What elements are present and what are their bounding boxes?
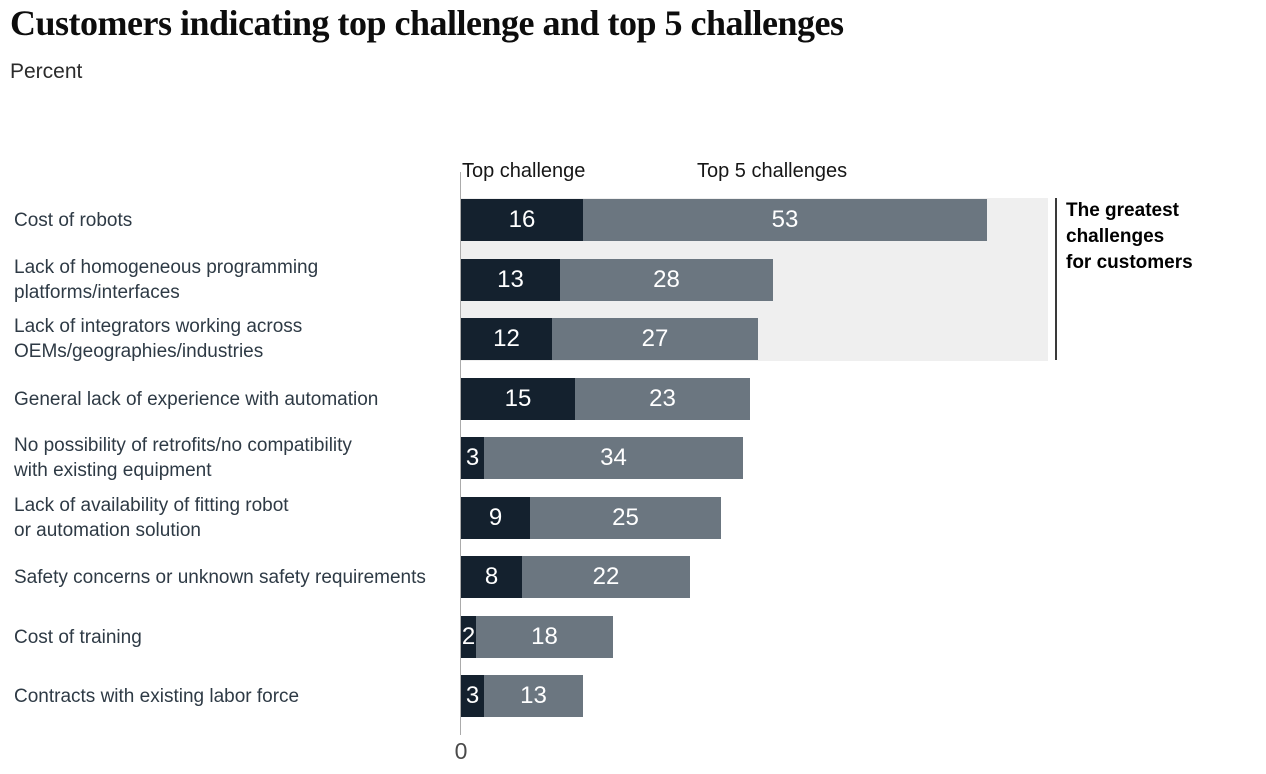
chart-units-label: Percent	[10, 60, 83, 83]
series-header-top-challenge: Top challenge	[462, 160, 586, 182]
annotation-rule	[1055, 198, 1057, 360]
bar-segment-top5-challenges: 22	[522, 556, 690, 598]
bar-segment-top-challenge: 2	[461, 616, 476, 658]
bar-segment-top5-challenges: 53	[583, 199, 987, 241]
bar-row: 2 18	[461, 616, 613, 658]
bar-segment-top5-challenges: 25	[530, 497, 721, 539]
bar-segment-top-challenge: 8	[461, 556, 522, 598]
bar-value-label: 18	[531, 623, 558, 650]
bar-value-label: 13	[497, 266, 524, 293]
chart-title: Customers indicating top challenge and t…	[10, 3, 844, 43]
bar-value-label: 25	[612, 504, 639, 531]
bar-row: 16 53	[461, 199, 987, 241]
bar-row: 12 27	[461, 318, 758, 360]
bar-value-label: 28	[653, 266, 680, 293]
category-label: Lack of integrators working across OEMs/…	[14, 316, 303, 362]
bar-value-label: 15	[504, 385, 532, 412]
category-label: Contracts with existing labor force	[14, 685, 300, 707]
bar-row: 8 22	[461, 556, 690, 598]
bar-row: 9 25	[461, 497, 721, 539]
category-label: Lack of homogeneous programming platform…	[14, 257, 319, 303]
bar-value-label: 23	[649, 385, 676, 412]
category-label: Safety concerns or unknown safety requir…	[14, 566, 426, 588]
bar-row: 3 34	[461, 437, 743, 479]
bar-segment-top-challenge: 16	[461, 199, 583, 241]
series-header-top5-challenges: Top 5 challenges	[697, 160, 848, 182]
bar-value-label: 12	[493, 325, 520, 352]
category-label: Cost of robots	[14, 209, 133, 231]
category-label: General lack of experience with automati…	[14, 388, 379, 410]
bar-segment-top-challenge: 12	[461, 318, 552, 360]
bar-row: 3 13	[461, 675, 583, 717]
category-label: Lack of availability of fitting robot or…	[14, 495, 289, 541]
bar-segment-top5-challenges: 18	[476, 616, 613, 658]
x-axis-zero-label: 0	[454, 738, 468, 764]
bar-value-label: 3	[465, 682, 480, 709]
y-axis-line	[460, 172, 461, 735]
bar-value-label: 8	[484, 563, 499, 590]
bar-segment-top5-challenges: 23	[575, 378, 750, 420]
bar-segment-top-challenge: 15	[461, 378, 575, 420]
bar-segment-top-challenge: 3	[461, 675, 484, 717]
bar-segment-top5-challenges: 27	[552, 318, 758, 360]
bar-value-label: 53	[771, 206, 799, 233]
bar-segment-top-challenge: 3	[461, 437, 484, 479]
bar-value-label: 9	[488, 504, 503, 531]
bar-segment-top5-challenges: 34	[484, 437, 743, 479]
bar-row: 15 23	[461, 378, 750, 420]
bar-value-label: 2	[461, 623, 476, 650]
annotation-text: The greatest challenges for customers	[1066, 200, 1193, 273]
bar-segment-top-challenge: 9	[461, 497, 530, 539]
bar-value-label: 16	[508, 206, 536, 233]
category-label: No possibility of retrofits/no compatibi…	[14, 435, 352, 481]
bar-value-label: 34	[600, 444, 627, 471]
bar-value-label: 3	[465, 444, 480, 471]
bar-value-label: 22	[592, 563, 620, 590]
bar-row: 13 28	[461, 259, 773, 301]
bar-segment-top-challenge: 13	[461, 259, 560, 301]
bar-value-label: 27	[641, 325, 669, 352]
bar-segment-top5-challenges: 13	[484, 675, 583, 717]
bar-segment-top5-challenges: 28	[560, 259, 773, 301]
bar-value-label: 13	[520, 682, 547, 709]
category-label: Cost of training	[14, 626, 142, 648]
